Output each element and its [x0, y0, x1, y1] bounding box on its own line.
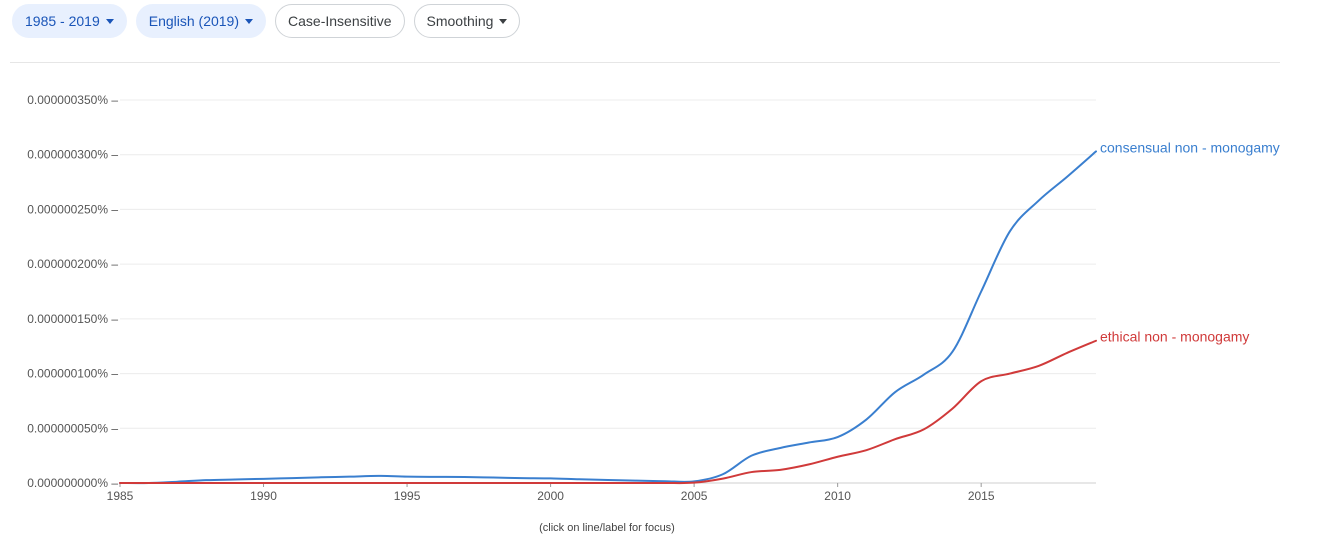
- x-tick-label: 1985: [107, 489, 134, 503]
- y-tick-label: 0.000000100% –: [27, 367, 118, 381]
- series-line[interactable]: [119, 150, 1097, 485]
- caret-down-icon: [499, 19, 508, 24]
- smoothing-dropdown[interactable]: Smoothing: [413, 4, 521, 38]
- y-tick-label: 0.000000350% –: [27, 93, 118, 107]
- x-axis: 1985 1990 1995 2000 2005 2010 2015: [107, 482, 1096, 503]
- x-tick-label: 2010: [824, 489, 851, 503]
- x-tick-label: 1995: [394, 489, 421, 503]
- y-tick-label: 0.000000150% –: [27, 312, 118, 326]
- case-insensitive-toggle[interactable]: Case-Insensitive: [275, 4, 405, 38]
- smoothing-label: Smoothing: [426, 13, 494, 29]
- focus-hint: (click on line/label for focus): [539, 522, 675, 534]
- case-insensitive-label: Case-Insensitive: [288, 13, 392, 29]
- series-label[interactable]: consensual non - monogamy: [1100, 139, 1280, 155]
- y-axis: 0.000000000% – 0.000000050% – 0.000000100%…: [27, 93, 118, 490]
- toolbar-divider: [10, 62, 1280, 63]
- x-tick-label: 2000: [537, 489, 564, 503]
- y-tick-label: 0.000000000% –: [27, 476, 118, 490]
- corpus-label: English (2019): [148, 13, 240, 29]
- caret-down-icon: [245, 19, 254, 24]
- x-tick-label: 1990: [250, 489, 277, 503]
- series-lines: [119, 150, 1097, 485]
- series-labels: consensual non - monogamy ethical non - m…: [1100, 139, 1280, 344]
- caret-down-icon: [105, 19, 114, 24]
- year-range-dropdown[interactable]: 1985 - 2019: [12, 4, 127, 38]
- year-range-label: 1985 - 2019: [25, 13, 100, 29]
- gridlines: [120, 99, 1096, 429]
- query-toolbar: 1985 - 2019 English (2019) Case-Insensit…: [12, 4, 521, 38]
- corpus-dropdown[interactable]: English (2019): [135, 4, 267, 38]
- y-tick-label: 0.000000300% –: [27, 148, 118, 162]
- series-line[interactable]: [119, 339, 1097, 485]
- x-tick-label: 2005: [681, 489, 708, 503]
- series-label[interactable]: ethical non - monogamy: [1100, 329, 1249, 345]
- x-tick-label: 2015: [968, 489, 995, 503]
- y-tick-label: 0.000000200% –: [27, 257, 118, 271]
- y-tick-label: 0.000000050% –: [27, 421, 118, 435]
- y-tick-label: 0.000000250% –: [27, 202, 118, 216]
